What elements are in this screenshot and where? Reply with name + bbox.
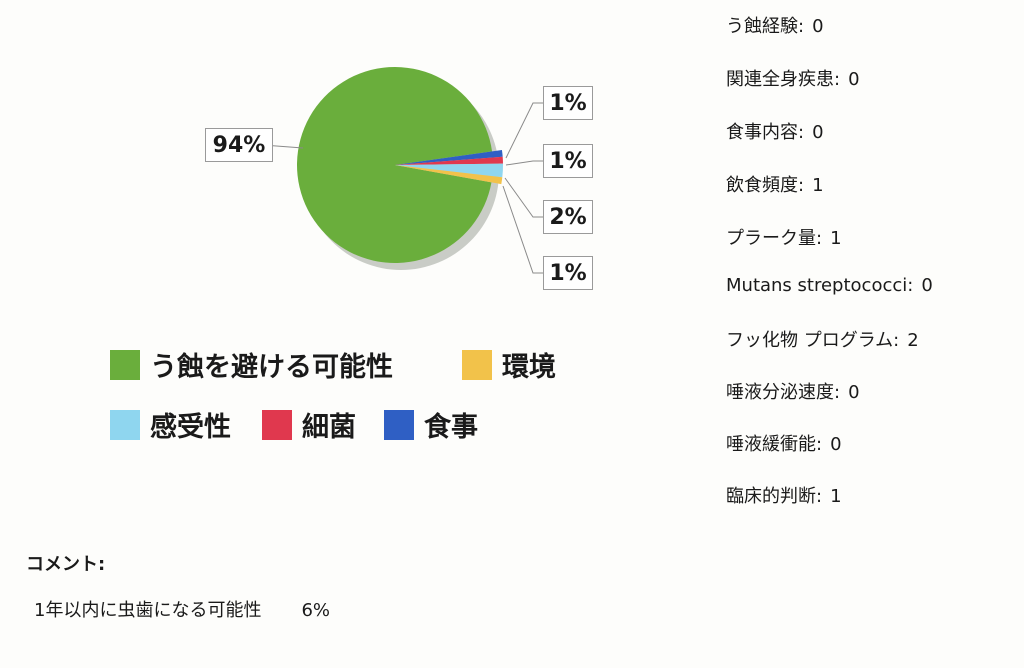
legend-swatch <box>462 349 492 380</box>
data-label-3: 2% <box>543 200 593 234</box>
legend-item-0: う蝕を避ける可能性 <box>110 345 393 384</box>
legend-label: 食事 <box>424 412 478 443</box>
stat-saliva-secretion: 唾液分泌速度: 0 <box>726 382 860 403</box>
comment-description: 1年以内に虫歯になる可能性 <box>34 600 262 621</box>
pie-slice-0 <box>296 67 493 264</box>
legend-swatch <box>262 409 292 440</box>
legend-swatch <box>384 409 414 440</box>
stat-plaque-amount: プラーク量: 1 <box>726 228 842 249</box>
pie-slice-4 <box>395 165 503 185</box>
stat-caries-experience: う蝕経験: 0 <box>726 16 824 37</box>
stat-clinical-judgement: 臨床的判断: 1 <box>726 486 842 507</box>
stat-saliva-buffer: 唾液緩衝能: 0 <box>726 434 842 455</box>
leader-line-3 <box>504 177 543 218</box>
stat-diet-content: 食事内容: 0 <box>726 122 824 143</box>
data-label-4: 1% <box>543 256 593 290</box>
legend-label: 感受性 <box>150 412 231 443</box>
legend-label: 環境 <box>502 352 556 383</box>
legend-item-4: 食事 <box>384 405 478 444</box>
data-label-0: 94% <box>205 128 273 162</box>
legend-item-2: 感受性 <box>110 405 231 444</box>
legend-swatch <box>110 409 140 440</box>
stat-mutans: Mutans streptococci: 0 <box>726 275 933 296</box>
legend-swatch <box>110 349 140 380</box>
leader-line-1 <box>505 102 543 159</box>
stat-systemic-disease: 関連全身疾患: 0 <box>726 69 860 90</box>
stat-diet-frequency: 飲食頻度: 1 <box>726 175 824 196</box>
legend-item-1: 環境 <box>462 345 556 384</box>
legend-label: 細菌 <box>302 412 356 443</box>
pie-slice-2 <box>395 156 503 165</box>
leader-line-4 <box>502 185 543 274</box>
data-label-2: 1% <box>543 144 593 178</box>
stat-fluoride-program: フッ化物 プログラム: 2 <box>726 330 919 351</box>
legend-item-3: 細菌 <box>262 405 356 444</box>
leader-line-2 <box>505 160 543 166</box>
comment-title: コメント: <box>26 554 106 575</box>
comment-value: 6% <box>301 600 331 621</box>
pie-slice-3 <box>395 163 504 178</box>
pie-slice-1 <box>395 149 503 165</box>
data-label-1: 1% <box>543 86 593 120</box>
legend-label: う蝕を避ける可能性 <box>150 352 393 383</box>
comment-text: 1年以内に虫歯になる可能性 6% <box>34 596 330 622</box>
